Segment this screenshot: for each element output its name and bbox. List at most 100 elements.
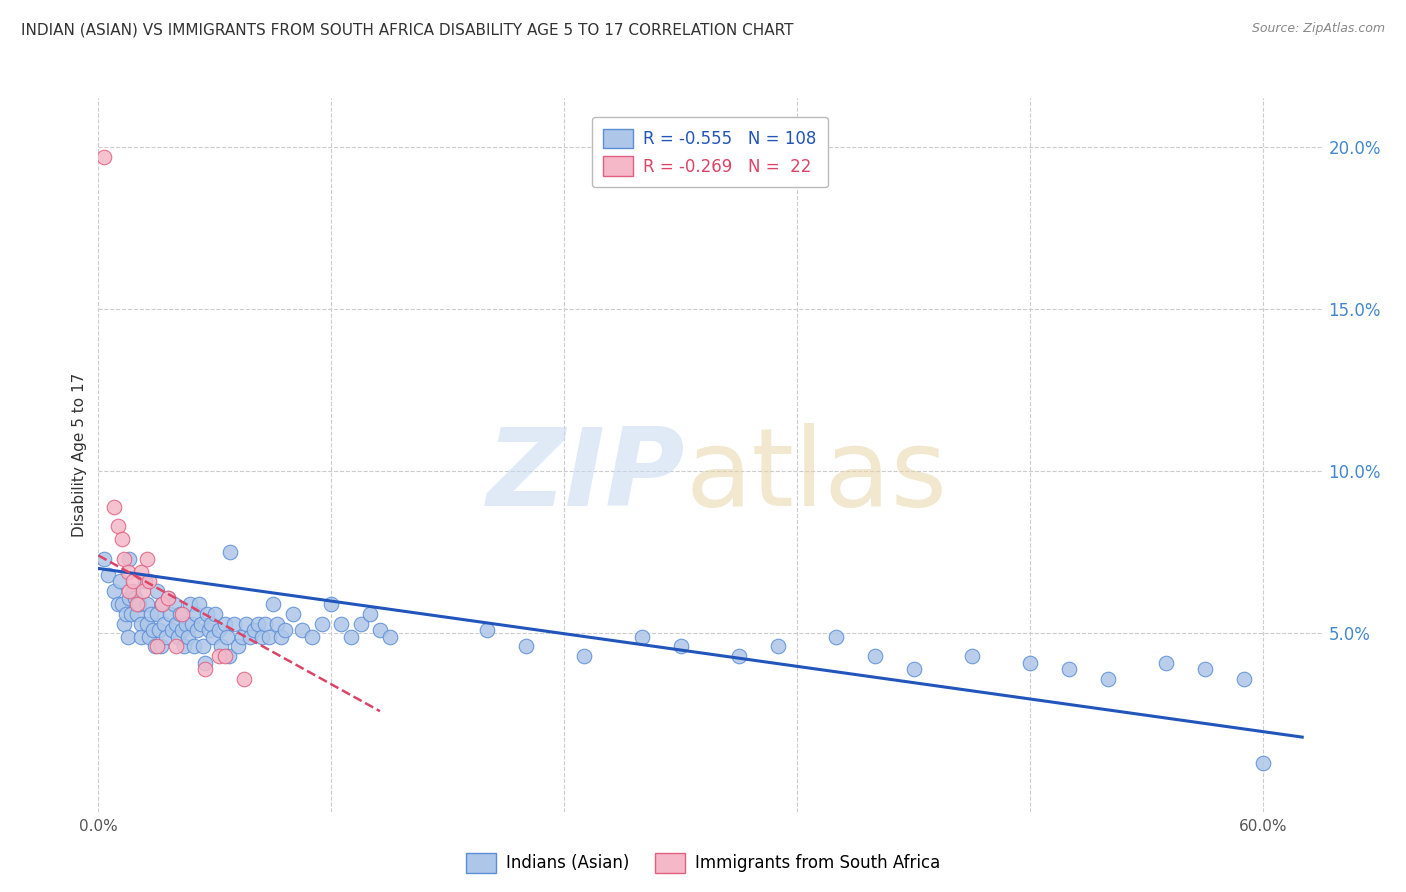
Point [129, 565, 152, 579]
Point [281, 607, 304, 621]
Point [167, 630, 190, 644]
Point [122, 574, 145, 589]
Point [127, 597, 149, 611]
Point [134, 574, 156, 589]
Point [111, 597, 134, 611]
Point [766, 640, 789, 654]
Point [127, 607, 149, 621]
Point [139, 607, 162, 621]
Point [903, 662, 925, 676]
Point [1156, 656, 1178, 670]
Text: atlas: atlas [686, 424, 948, 529]
Point [208, 623, 231, 637]
Point [349, 616, 371, 631]
Point [138, 574, 160, 589]
Point [246, 616, 269, 631]
Point [198, 623, 221, 637]
Point [274, 623, 297, 637]
Point [330, 616, 353, 631]
Point [515, 640, 537, 654]
Point [340, 630, 363, 644]
Point [208, 648, 231, 663]
Point [259, 630, 281, 644]
Point [157, 591, 180, 605]
Point [170, 623, 193, 637]
Point [209, 640, 232, 654]
Point [136, 551, 159, 566]
Point [728, 648, 751, 663]
Point [301, 630, 323, 644]
Point [103, 500, 125, 514]
Point [155, 630, 177, 644]
Point [1233, 672, 1256, 686]
Point [117, 630, 139, 644]
Point [215, 630, 238, 644]
Point [321, 597, 343, 611]
Point [153, 616, 176, 631]
Point [112, 616, 135, 631]
Point [107, 597, 129, 611]
Point [960, 648, 983, 663]
Point [1019, 656, 1042, 670]
Point [148, 623, 170, 637]
Point [107, 519, 129, 533]
Point [152, 597, 174, 611]
Point [183, 640, 205, 654]
Point [165, 616, 187, 631]
Point [136, 616, 159, 631]
Point [631, 630, 654, 644]
Point [142, 623, 165, 637]
Point [193, 640, 215, 654]
Point [235, 616, 257, 631]
Point [239, 630, 262, 644]
Point [159, 607, 181, 621]
Text: INDIAN (ASIAN) VS IMMIGRANTS FROM SOUTH AFRICA DISABILITY AGE 5 TO 17 CORRELATIO: INDIAN (ASIAN) VS IMMIGRANTS FROM SOUTH … [21, 22, 793, 37]
Point [188, 597, 211, 611]
Point [129, 630, 152, 644]
Point [93, 551, 115, 566]
Point [250, 630, 273, 644]
Point [114, 607, 136, 621]
Point [93, 149, 115, 163]
Point [174, 616, 197, 631]
Point [111, 533, 134, 547]
Point [173, 640, 195, 654]
Legend: Indians (Asian), Immigrants from South Africa: Indians (Asian), Immigrants from South A… [460, 847, 946, 880]
Point [378, 630, 401, 644]
Point [266, 616, 288, 631]
Point [169, 607, 191, 621]
Point [143, 640, 166, 654]
Point [108, 574, 131, 589]
Point [124, 591, 146, 605]
Point [117, 565, 139, 579]
Point [190, 616, 212, 631]
Point [184, 607, 207, 621]
Point [152, 597, 174, 611]
Text: ZIP: ZIP [488, 424, 686, 529]
Point [254, 616, 277, 631]
Point [219, 545, 242, 559]
Point [103, 584, 125, 599]
Point [157, 591, 180, 605]
Point [128, 597, 150, 611]
Point [669, 640, 692, 654]
Point [118, 584, 141, 599]
Point [165, 640, 187, 654]
Point [311, 616, 333, 631]
Point [129, 616, 152, 631]
Point [149, 640, 172, 654]
Point [97, 568, 120, 582]
Point [118, 551, 141, 566]
Point [204, 607, 226, 621]
Point [233, 672, 256, 686]
Point [145, 584, 167, 599]
Point [291, 623, 314, 637]
Point [180, 616, 202, 631]
Point [1097, 672, 1119, 686]
Point [231, 630, 253, 644]
Point [1194, 662, 1216, 676]
Point [194, 662, 217, 676]
Point [186, 623, 208, 637]
Point [214, 616, 236, 631]
Point [136, 597, 159, 611]
